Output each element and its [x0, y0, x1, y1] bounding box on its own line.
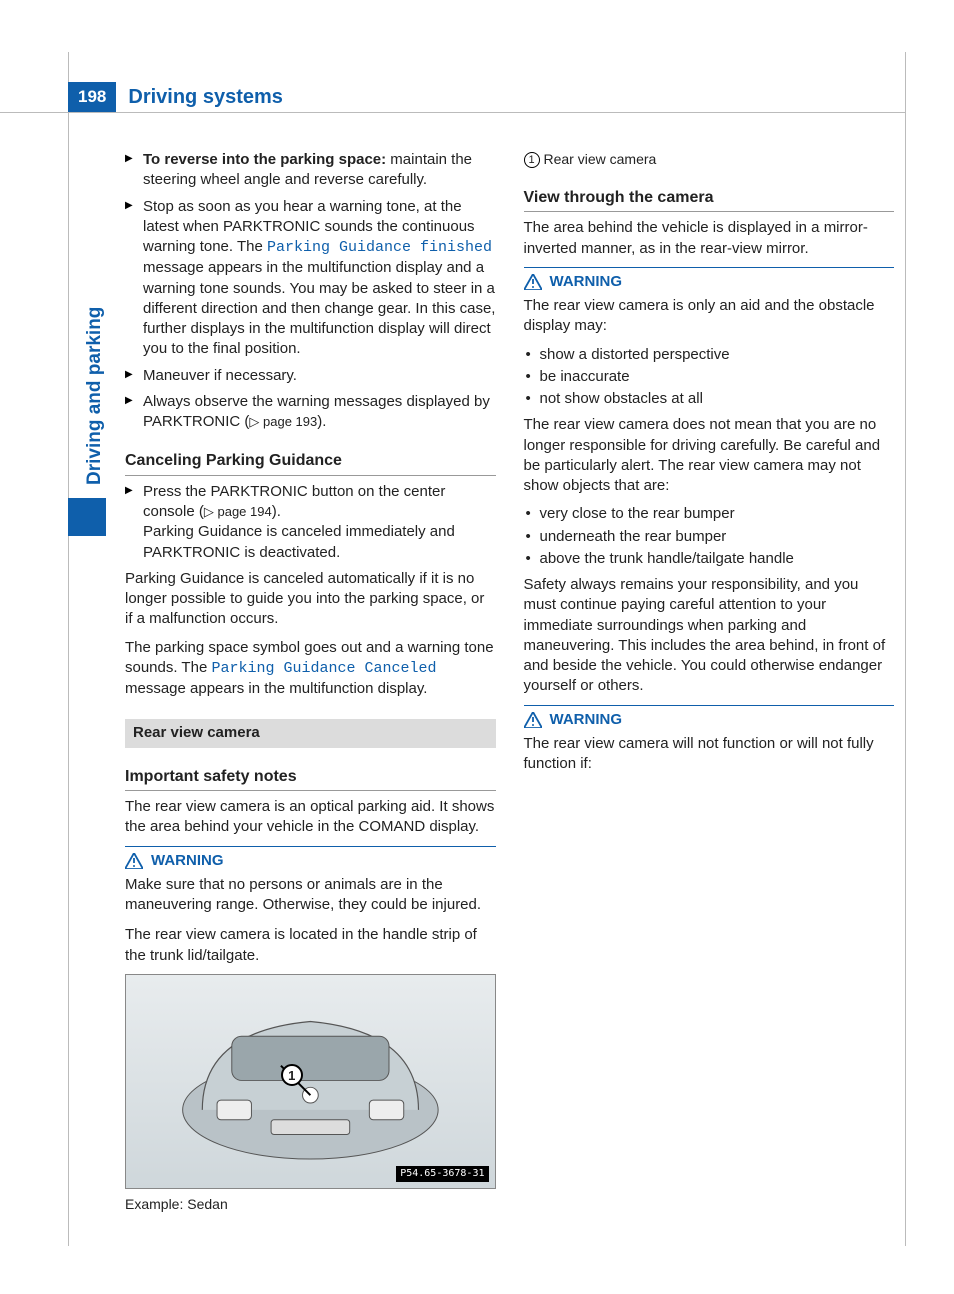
list-item: not show obstacles at all — [524, 389, 895, 409]
warning-2-intro: The rear view camera is only an aid and … — [524, 296, 895, 337]
step-stop-tone: Stop as soon as you hear a warning tone,… — [125, 197, 496, 360]
page-ref-193: ▷ page 193 — [249, 413, 317, 431]
warning-label: WARNING — [550, 272, 623, 292]
list-text: underneath the rear bumper — [540, 528, 727, 545]
page-number: 198 — [68, 82, 116, 112]
step-press-parktronic: Press the PARKTRONIC button on the cente… — [125, 482, 496, 563]
subheading-safety-notes: Important safety notes — [125, 766, 496, 792]
step-maneuver: Maneuver if necessary. — [125, 366, 496, 386]
content-area: To reverse into the parking space: maint… — [125, 150, 894, 1234]
warning-block-2: WARNING The rear view camera is only an … — [524, 267, 895, 697]
para-text-post: message appears in the multifunction dis… — [125, 680, 427, 697]
display-msg-canceled: Parking Guidance Canceled — [211, 660, 436, 677]
chapter-title: Driving systems — [116, 82, 295, 112]
side-tab-marker — [68, 498, 106, 536]
step-reverse: To reverse into the parking space: maint… — [125, 150, 496, 191]
figure-id-badge: P54.65-3678-31 — [396, 1166, 488, 1182]
step-text-pre: Press the PARKTRONIC button on the cente… — [143, 483, 445, 520]
step-text-post: message appears in the multifunction dis… — [143, 259, 495, 357]
header-rule — [0, 112, 906, 113]
side-tab: Driving and parking — [68, 255, 106, 495]
warning-label: WARNING — [550, 710, 623, 730]
figure-legend: 1Rear view camera — [524, 150, 895, 169]
warning-icon — [125, 853, 143, 869]
warning-block-1: WARNING Make sure that no persons or ani… — [125, 846, 496, 916]
warning-icon — [524, 712, 542, 728]
warning-icon — [524, 274, 542, 290]
list-text: show a distorted perspective — [540, 346, 730, 363]
list-item: underneath the rear bumper — [524, 527, 895, 547]
warning-heading: WARNING — [524, 705, 895, 730]
header-bar: 198 Driving systems — [68, 82, 295, 112]
list-item: show a distorted perspective — [524, 345, 895, 365]
warning-1-text: Make sure that no persons or animals are… — [125, 875, 496, 916]
warning-block-3: WARNING The rear view camera will not fu… — [524, 705, 895, 775]
legend-number-1: 1 — [524, 152, 540, 168]
list-text: be inaccurate — [540, 368, 630, 385]
warning-heading: WARNING — [125, 846, 496, 871]
para-camera-intro: The rear view camera is an optical parki… — [125, 797, 496, 838]
list-text: not show obstacles at all — [540, 390, 703, 407]
step-observe-warnings: Always observe the warning messages disp… — [125, 392, 496, 433]
side-tab-label: Driving and parking — [84, 255, 106, 485]
para-mirror-inverted: The area behind the vehicle is displayed… — [524, 218, 895, 259]
subheading-view-camera: View through the camera — [524, 187, 895, 213]
figure-rear-camera: 1 P54.65-3678-31 — [125, 974, 496, 1189]
warning-heading: WARNING — [524, 267, 895, 292]
step-text-post: ). — [317, 413, 326, 430]
list-text: very close to the rear bumper — [540, 505, 735, 522]
page-ref-194: ▷ page 194 — [204, 503, 272, 521]
list-item: very close to the rear bumper — [524, 504, 895, 524]
list-text: above the trunk handle/tailgate handle — [540, 550, 794, 567]
warning-2-mid: The rear view camera does not mean that … — [524, 415, 895, 496]
list-item: be inaccurate — [524, 367, 895, 387]
section-rear-view-camera: Rear view camera — [125, 719, 496, 747]
display-msg-finished: Parking Guidance finished — [267, 239, 492, 256]
step-lead: To reverse into the parking space: — [143, 151, 386, 168]
figure-caption: Example: Sedan — [125, 1195, 496, 1214]
para-symbol-out: The parking space symbol goes out and a … — [125, 638, 496, 700]
legend-text: Rear view camera — [544, 151, 657, 167]
warning-label: WARNING — [151, 851, 224, 871]
step-text: Maneuver if necessary. — [143, 367, 297, 384]
list-item: above the trunk handle/tailgate handle — [524, 549, 895, 569]
warning-3-text: The rear view camera will not function o… — [524, 734, 895, 775]
para-camera-location: The rear view camera is located in the h… — [125, 925, 496, 966]
car-rear-illustration — [163, 992, 458, 1169]
subheading-cancel-guidance: Canceling Parking Guidance — [125, 450, 496, 476]
warning-2-end: Safety always remains your responsibilit… — [524, 575, 895, 697]
figure-callout-1: 1 — [281, 1064, 303, 1086]
para-cancel-auto: Parking Guidance is canceled automatical… — [125, 569, 496, 630]
